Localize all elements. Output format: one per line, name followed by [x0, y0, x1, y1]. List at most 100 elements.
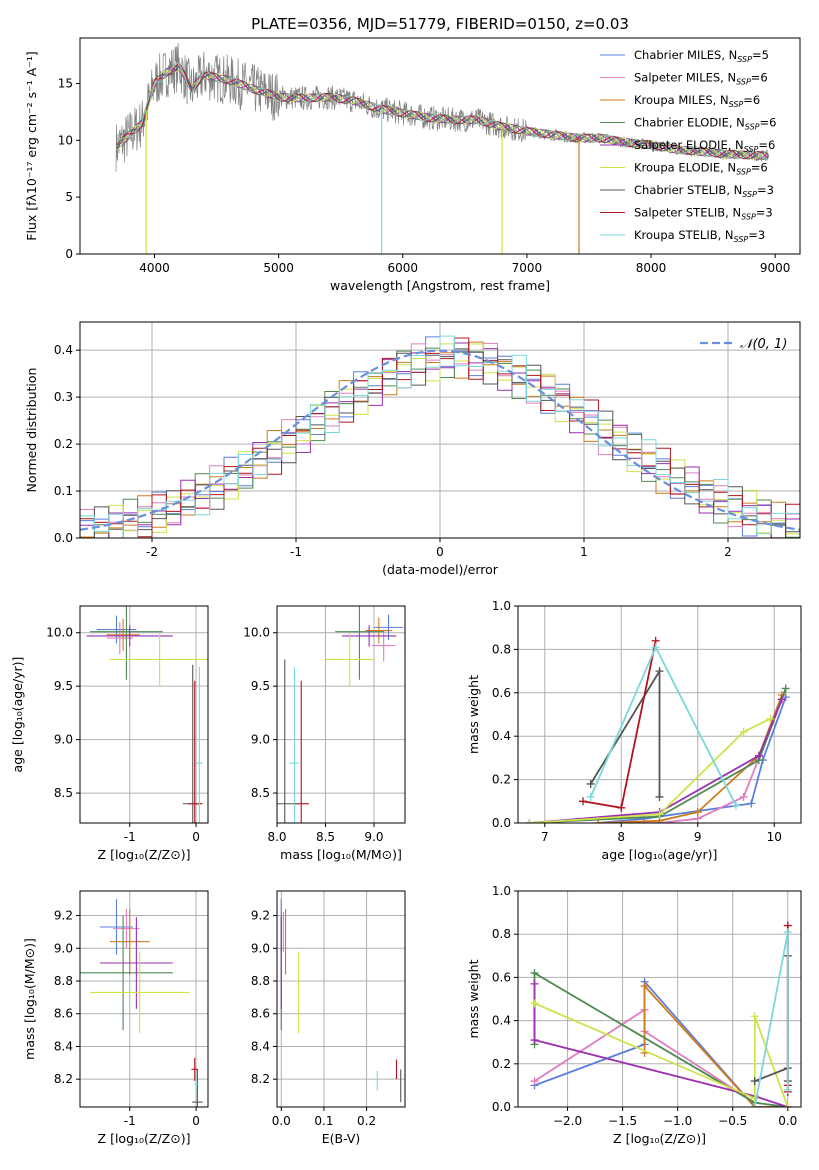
- x-axis-label: Z [log₁₀(Z/Z⊙)]: [613, 1131, 706, 1146]
- y-tick-label: 0.8: [492, 927, 511, 941]
- x-tick-label: 9000: [760, 261, 791, 275]
- x-axis-label: Z [log₁₀(Z/Z⊙)]: [98, 847, 191, 862]
- y-tick-label: 8.2: [251, 1072, 270, 1086]
- model-spectrum-line: [117, 67, 769, 160]
- y-tick-label: 0.4: [492, 729, 511, 743]
- y-tick-label: 0.4: [54, 343, 73, 357]
- y-tick-label: 10.0: [243, 626, 270, 640]
- axes-frame: [276, 890, 406, 1108]
- weight-marker: [525, 819, 534, 823]
- x-tick-label: −0.5: [718, 1114, 747, 1128]
- legend-label: Kroupa MILES, NSSP=6: [634, 93, 760, 109]
- x-tick-label: -1: [124, 1114, 136, 1128]
- plot-area: [80, 899, 203, 1107]
- x-tick-label: 8.0: [267, 830, 286, 844]
- weight-marker: [783, 1085, 792, 1094]
- x-tick-label: 0: [192, 1114, 200, 1128]
- y-tick-label: 0.2: [54, 437, 73, 451]
- panel-age-vs-mass: 8.0 8.5 9.0 8.5 9.0 9.5 10.0 mass [log₁₀(M/M⊙)]: [243, 605, 406, 862]
- y-tick-label: 0.4: [492, 1014, 511, 1028]
- axes-frame: [79, 605, 209, 824]
- weight-marker: [651, 643, 660, 652]
- weight-marker: [731, 801, 740, 810]
- weight-line: [534, 979, 788, 1107]
- weight-marker: [530, 969, 539, 978]
- axes-frame: [79, 890, 209, 1108]
- legend-label: Chabrier STELIB, NSSP=3: [634, 183, 774, 199]
- weight-marker: [617, 803, 626, 812]
- weight-line: [534, 1002, 789, 1107]
- x-tick-label: 8: [617, 830, 625, 844]
- y-tick-label: 0.8: [492, 642, 511, 656]
- weight-marker: [739, 792, 748, 801]
- plot-area: [80, 335, 800, 538]
- legend-label: Salpeter STELIB, NSSP=3: [634, 206, 773, 222]
- x-tick-label: 0: [192, 830, 200, 844]
- legend-label: Kroupa ELODIE, NSSP=6: [634, 161, 768, 177]
- legend-label: 𝒩(0, 1): [740, 337, 787, 352]
- x-axis-label: E(B-V): [322, 1131, 361, 1146]
- x-tick-label: 9.0: [364, 830, 383, 844]
- plot-area: [115, 42, 770, 254]
- legend-label: Chabrier MILES, NSSP=5: [634, 48, 769, 64]
- weight-line: [529, 688, 787, 823]
- panel-age-vs-Z: -1 0 8.5 9.0 9.5 10.0 Z [log₁₀(Z/Z⊙)] age [log₁…: [10, 605, 209, 862]
- y-tick-label: 8.5: [54, 786, 73, 800]
- weight-marker: [783, 1103, 792, 1107]
- x-tick-label: 9: [694, 830, 702, 844]
- x-tick-label: 5000: [263, 261, 294, 275]
- y-axis-label: mass weight: [466, 675, 481, 754]
- weight-marker: [530, 979, 539, 988]
- legend: Chabrier MILES, NSSP=5 Salpeter MILES, NS…: [600, 48, 776, 244]
- y-tick-label: 1.0: [492, 599, 511, 613]
- weight-marker: [530, 1036, 539, 1045]
- x-tick-label: 1: [580, 545, 588, 559]
- model-spectrum-line: [116, 62, 769, 161]
- y-tick-label: 15: [58, 76, 73, 90]
- legend-label: Chabrier ELODIE, NSSP=6: [634, 116, 776, 132]
- axes-frame: [517, 605, 802, 824]
- y-tick-label: 8.2: [54, 1072, 73, 1086]
- weight-marker: [655, 667, 664, 676]
- y-axis-label: mass weight: [466, 959, 481, 1038]
- y-tick-label: 9.2: [251, 909, 270, 923]
- y-tick-label: 8.8: [251, 974, 270, 988]
- weight-marker: [750, 1103, 759, 1107]
- axes-frame: [517, 890, 802, 1108]
- y-tick-label: 0.6: [492, 970, 511, 984]
- y-tick-label: 8.6: [251, 1007, 270, 1021]
- y-axis-label: age [log₁₀(age/yr)]: [10, 657, 25, 773]
- plot-area: [280, 899, 402, 1103]
- weight-line: [529, 698, 783, 823]
- x-axis-label: (data-model)/error: [382, 562, 499, 577]
- x-axis-label: Z [log₁₀(Z/Z⊙)]: [98, 1131, 191, 1146]
- weight-marker: [754, 751, 763, 760]
- panel-spectrum: 4000 5000 6000 7000 8000 9000 0 5 10 15 wavelength…: [24, 37, 801, 293]
- y-tick-label: 8.8: [54, 974, 73, 988]
- y-tick-label: 0.0: [492, 816, 511, 830]
- model-spectrum-line: [116, 63, 769, 160]
- weight-line: [589, 667, 661, 797]
- y-tick-label: 9.0: [251, 941, 270, 955]
- axes-frame: [79, 37, 801, 255]
- y-axis-label: mass [log₁₀(M/M⊙)]: [22, 938, 37, 1060]
- x-axis-label: wavelength [Angstrom, rest frame]: [330, 278, 550, 293]
- y-tick-label: 8.5: [251, 786, 270, 800]
- weight-marker: [750, 1012, 759, 1021]
- x-tick-label: 6000: [387, 261, 418, 275]
- panel-weight-vs-Z: −2.0 −1.5 −1.0 −0.5 0.0 0.0 0.2 0.4 0.6 0.8 1.0 Z […: [466, 884, 802, 1146]
- x-tick-label: 0.0: [778, 1114, 797, 1128]
- weight-line: [582, 640, 657, 809]
- x-tick-label: 0.1: [314, 1114, 333, 1128]
- x-tick-label: 4000: [139, 261, 170, 275]
- y-tick-label: 0.2: [492, 1057, 511, 1071]
- x-tick-label: 8000: [636, 261, 667, 275]
- x-tick-label: −2.0: [553, 1114, 582, 1128]
- weight-line: [533, 971, 788, 1107]
- weight-marker: [586, 792, 595, 801]
- x-tick-label: 8.5: [316, 830, 335, 844]
- panel-residuals: -2 -1 0 1 2 0.0 0.1 0.2 0.3 0.4 (data-model)/error…: [24, 321, 801, 577]
- y-axis-label: Normed distribution: [24, 368, 39, 493]
- y-tick-label: 0.6: [492, 686, 511, 700]
- y-tick-label: 9.5: [54, 679, 73, 693]
